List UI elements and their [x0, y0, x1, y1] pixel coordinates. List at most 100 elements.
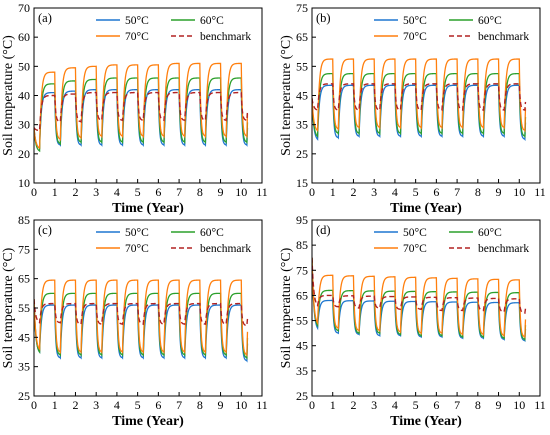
x-tick-label: 0: [31, 185, 37, 199]
y-tick-label: 95: [296, 213, 308, 227]
legend-label: 60°C: [200, 15, 224, 27]
y-tick-label: 55: [18, 301, 30, 315]
y-tick-label: 55: [296, 59, 308, 73]
panel-label: (b): [316, 11, 331, 25]
x-tick-label: 4: [392, 185, 398, 199]
legend-label: benchmark: [478, 243, 529, 255]
plot-frame: [311, 219, 541, 397]
legend: 50°C 60°C 70°C benchmark: [96, 227, 251, 255]
legend-label: benchmark: [200, 243, 251, 255]
x-tick-label: 2: [72, 185, 78, 199]
x-tick-label: 0: [309, 398, 315, 412]
x-tick-label: 4: [392, 398, 398, 412]
legend-label: 70°C: [403, 243, 427, 255]
x-tick-label: 5: [135, 185, 141, 199]
x-tick-label: 7: [454, 398, 460, 412]
x-tick-label: 7: [454, 185, 460, 199]
x-tick-label: 1: [330, 185, 336, 199]
series-line-70c: [34, 279, 249, 358]
series-line-50c: [34, 299, 249, 363]
panel-label: (c): [38, 223, 52, 237]
x-tick-label: 3: [371, 185, 377, 199]
x-tick-label: 8: [197, 398, 203, 412]
y-tick-label: 85: [296, 238, 308, 252]
x-tick-label: 0: [31, 398, 37, 412]
x-tick-label: 9: [218, 185, 224, 199]
x-tick-label: 3: [93, 185, 99, 199]
series-line-60c: [312, 72, 527, 139]
x-tick-label: 4: [114, 398, 120, 412]
y-tick-label: 10: [18, 176, 30, 190]
x-tick-label: 3: [93, 398, 99, 412]
x-tick-label: 10: [235, 185, 247, 199]
x-tick-label: 5: [135, 398, 141, 412]
series-line-50c: [34, 89, 249, 150]
series-line-70c: [34, 62, 249, 150]
series-line-60c: [34, 292, 249, 361]
legend-label: benchmark: [478, 31, 529, 43]
y-axis-label: Soil temperature (°C): [1, 247, 16, 368]
y-tick-label: 70: [18, 1, 30, 15]
y-tick-label: 35: [296, 364, 308, 378]
y-tick-label: 40: [18, 89, 30, 103]
legend-label: benchmark: [200, 31, 251, 43]
y-tick-label: 25: [18, 389, 30, 403]
series-line-benchmark: [312, 83, 527, 112]
series-line-benchmark: [312, 257, 527, 314]
x-tick-label: 6: [155, 398, 161, 412]
legend: 50°C 60°C 70°C benchmark: [374, 15, 529, 43]
x-tick-label: 5: [413, 398, 419, 412]
y-tick-label: 65: [18, 272, 30, 286]
legend-label: 50°C: [403, 15, 427, 27]
legend-label: 60°C: [200, 227, 224, 239]
x-tick-label: 5: [413, 185, 419, 199]
x-axis-label: Time (Year): [112, 201, 184, 216]
x-tick-label: 2: [72, 398, 78, 412]
x-tick-label: 10: [513, 185, 525, 199]
y-tick-label: 75: [296, 263, 308, 277]
legend-label: 50°C: [125, 227, 149, 239]
series-line-60c: [34, 77, 249, 153]
y-axis-label: Soil temperature (°C): [1, 35, 16, 156]
y-axis-label: Soil temperature (°C): [279, 35, 294, 156]
series-line-benchmark: [34, 299, 249, 327]
legend-label: 70°C: [125, 31, 149, 43]
y-tick-label: 35: [296, 118, 308, 132]
series-line-70c: [312, 257, 527, 339]
y-tick-label: 55: [296, 314, 308, 328]
series-line-60c: [312, 257, 527, 342]
x-tick-label: 11: [534, 398, 546, 412]
y-tick-label: 65: [296, 30, 308, 44]
y-tick-label: 20: [18, 147, 30, 161]
legend-label: 60°C: [478, 15, 502, 27]
legend-label: 70°C: [403, 31, 427, 43]
y-tick-label: 35: [18, 360, 30, 374]
y-tick-label: 75: [18, 242, 30, 256]
x-tick-label: 6: [433, 398, 439, 412]
y-tick-label: 75: [296, 1, 308, 15]
x-axis-label: Time (Year): [112, 414, 184, 429]
panel-label: (a): [38, 11, 52, 25]
y-tick-label: 15: [296, 176, 308, 190]
panel-label: (d): [316, 223, 331, 237]
y-tick-label: 45: [296, 89, 308, 103]
series-line-50c: [312, 257, 527, 343]
x-tick-label: 9: [218, 398, 224, 412]
legend: 50°C 60°C 70°C benchmark: [96, 15, 251, 43]
y-axis-label: Soil temperature (°C): [279, 247, 294, 368]
legend-label: 70°C: [125, 243, 149, 255]
x-tick-label: 8: [475, 185, 481, 199]
legend: 50°C 60°C 70°C benchmark: [374, 227, 529, 255]
x-tick-label: 7: [176, 398, 182, 412]
x-tick-label: 10: [513, 398, 525, 412]
x-tick-label: 8: [197, 185, 203, 199]
y-tick-label: 30: [18, 118, 30, 132]
x-tick-label: 1: [52, 185, 58, 199]
y-tick-label: 85: [18, 213, 30, 227]
x-tick-label: 0: [309, 185, 315, 199]
x-tick-label: 1: [52, 398, 58, 412]
